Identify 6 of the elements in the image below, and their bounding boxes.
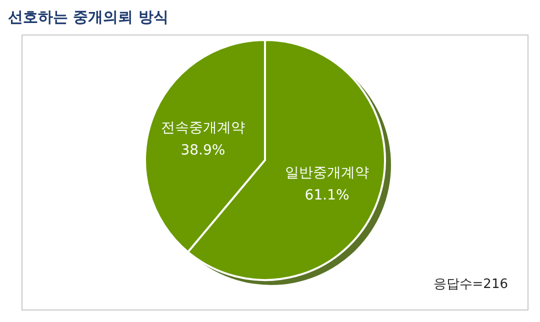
text: 응답수=216 xyxy=(433,277,508,292)
slice-label: 전속중개계약 xyxy=(160,120,245,136)
data-label: 61.1% xyxy=(304,187,350,204)
data-label: 38.9% xyxy=(180,142,226,158)
chart-title: 선호하는 중개의뢰 방식 xyxy=(8,8,168,26)
slice-label: 일반중개계약 xyxy=(285,164,370,181)
